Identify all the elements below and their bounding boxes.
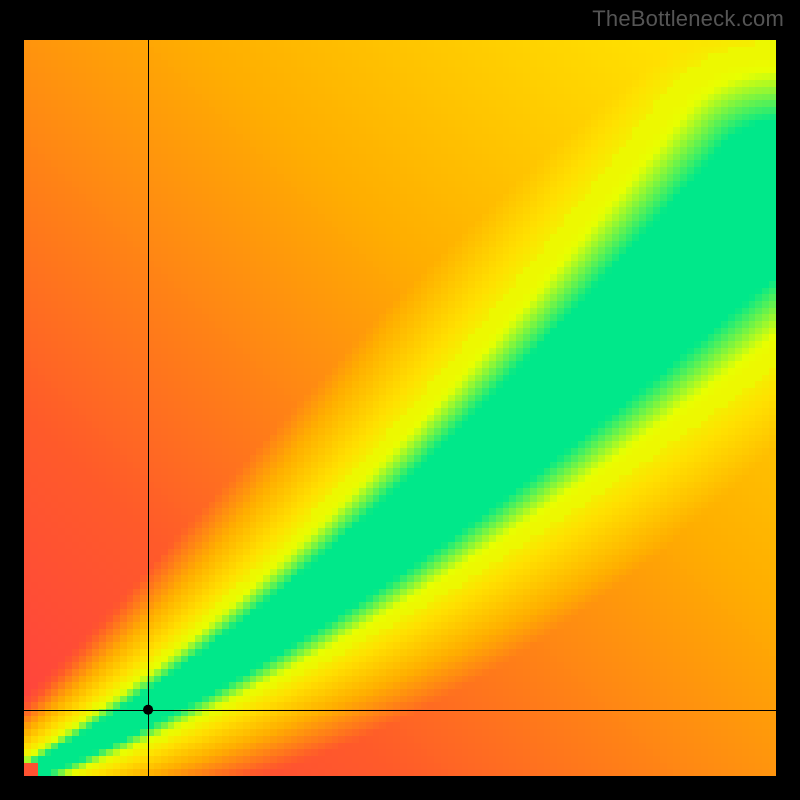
chart-root: { "attribution": "TheBottleneck.com", "a… <box>0 0 800 800</box>
attribution-text: TheBottleneck.com <box>592 6 784 32</box>
heatmap-panel <box>24 40 776 776</box>
heatmap-canvas <box>24 40 776 776</box>
